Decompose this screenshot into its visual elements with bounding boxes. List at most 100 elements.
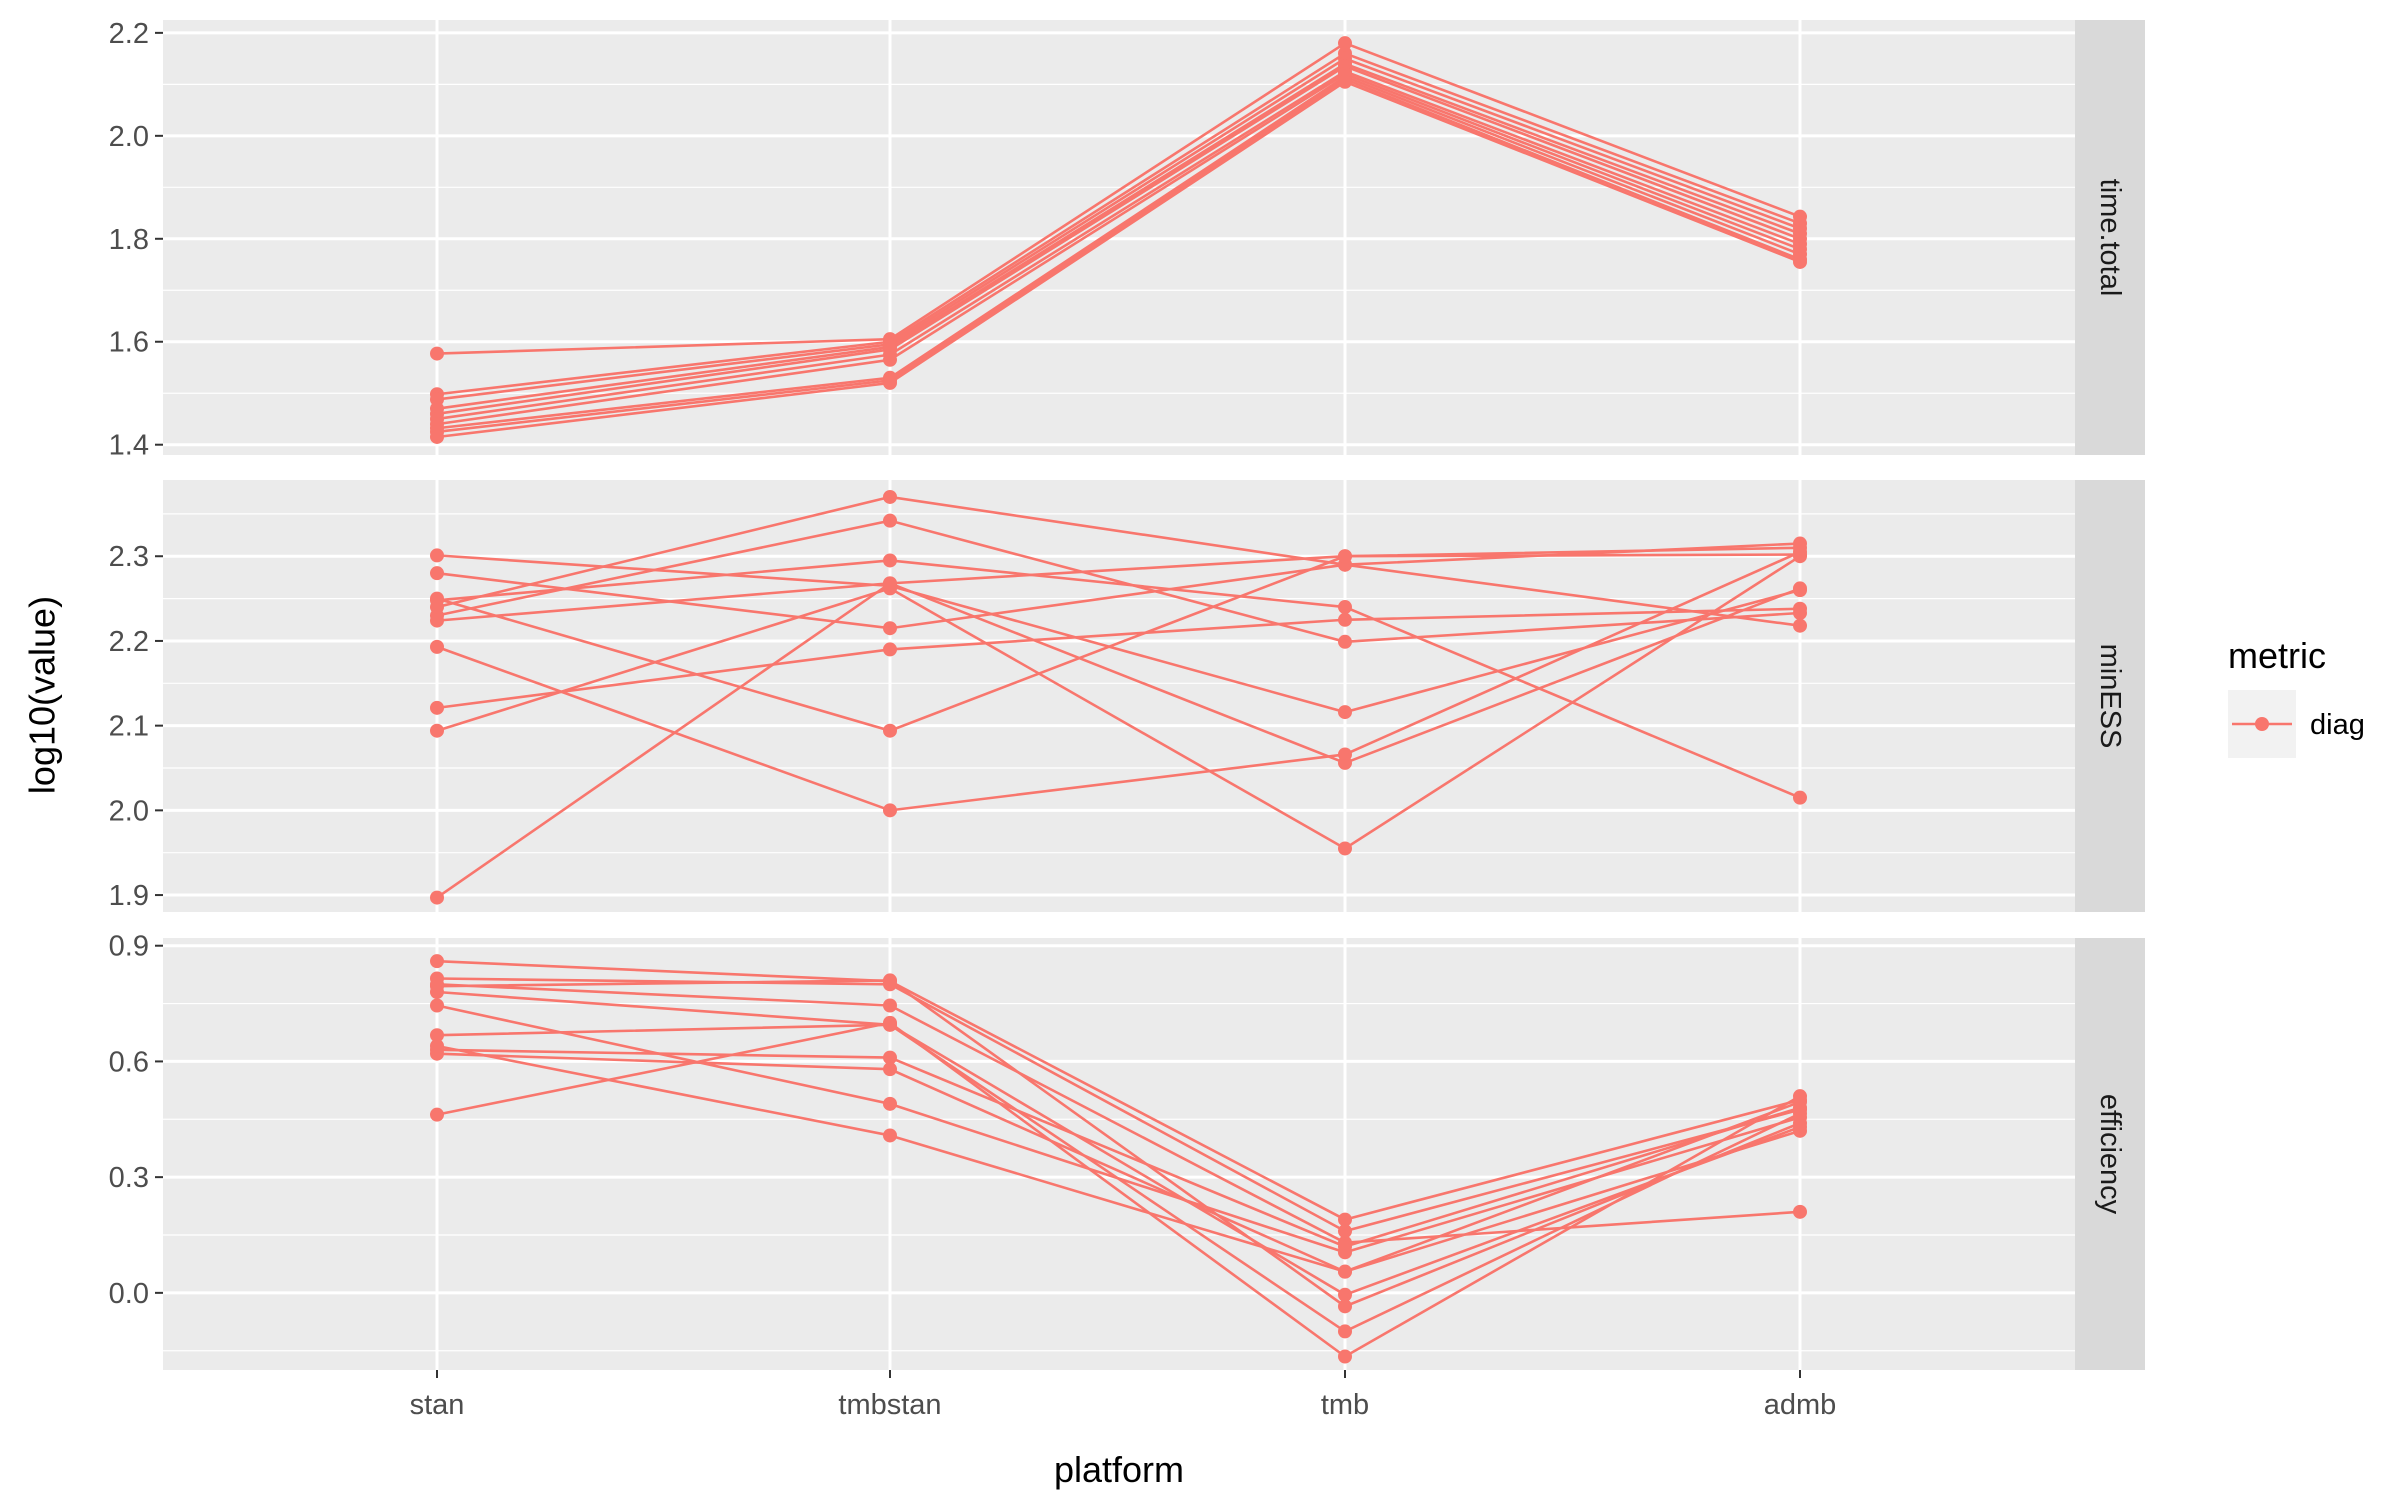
data-point [883, 576, 897, 591]
series-line [436, 546, 1801, 899]
data-point [883, 723, 897, 738]
data-point [1338, 747, 1352, 762]
series-line [436, 959, 1801, 1221]
facet-strip-label: efficiency [2094, 1094, 2126, 1215]
facet-panel-time.total: 1.4 1.6 1.8 2.0 2.2 time.total [109, 18, 2145, 462]
data-point [430, 566, 444, 581]
data-point [430, 998, 444, 1013]
y-tick-label: 2.2 [109, 626, 149, 658]
data-point [1338, 1299, 1352, 1314]
y-tick-label: 1.6 [109, 327, 149, 359]
panel-background [163, 480, 2075, 912]
data-point [430, 346, 444, 361]
data-point [430, 639, 444, 654]
data-point [430, 985, 444, 999]
series-line [436, 977, 1801, 1233]
y-tick-label: 1.9 [109, 880, 149, 912]
x-tick-label: tmb [1321, 1389, 1369, 1421]
data-point [883, 803, 897, 818]
data-point [430, 613, 444, 628]
data-point [883, 513, 897, 528]
series-line [436, 77, 1801, 434]
data-point [430, 723, 444, 738]
data-point [1338, 1287, 1352, 1302]
data-point [1793, 790, 1807, 805]
series-line [436, 550, 1801, 812]
data-point [430, 890, 444, 905]
data-point [1793, 618, 1807, 633]
series-line [436, 72, 1801, 426]
data-point [1338, 1239, 1352, 1254]
data-point [883, 1015, 897, 1030]
series-line [436, 495, 1801, 627]
x-tick-label: admb [1764, 1389, 1837, 1421]
data-point [883, 973, 897, 988]
series-line [436, 62, 1801, 410]
y-tick-label: 2.1 [109, 711, 149, 743]
y-tick-label: 2.3 [109, 541, 149, 573]
series-line [436, 990, 1801, 1297]
series-line [436, 554, 1801, 714]
series-line [436, 519, 1801, 644]
series-line [436, 1052, 1801, 1274]
series-line [436, 1044, 1801, 1274]
data-point [430, 591, 444, 606]
data-point [430, 1107, 444, 1122]
series-line [436, 64, 1801, 416]
data-point [1338, 1224, 1352, 1239]
data-point [883, 375, 897, 390]
data-point [1793, 1123, 1807, 1138]
data-point [1793, 1204, 1807, 1219]
data-point [1338, 1264, 1352, 1279]
data-point [1338, 1212, 1352, 1227]
data-point [430, 548, 444, 563]
facet-panel-minESS: 1.9 2.0 2.1 2.2 2.3 minESS [109, 480, 2145, 912]
series-line [436, 979, 1801, 1308]
series-line [436, 52, 1801, 396]
x-tick-label: stan [410, 1389, 465, 1421]
data-point [1338, 600, 1352, 615]
data-point [883, 1050, 897, 1065]
series-line [436, 553, 1801, 733]
data-point [1338, 1324, 1352, 1339]
y-tick-label: 2.2 [109, 18, 149, 50]
data-point [883, 352, 897, 367]
data-point [883, 642, 897, 657]
data-point [883, 1128, 897, 1143]
data-point [1338, 36, 1352, 51]
y-tick-label: 0.3 [109, 1162, 149, 1194]
y-tick-label: 0.9 [109, 931, 149, 963]
series-line [436, 41, 1801, 355]
y-tick-label: 1.4 [109, 430, 149, 462]
data-point [430, 954, 444, 969]
y-tick-label: 2.0 [109, 795, 149, 827]
data-point [883, 998, 897, 1013]
series-line [436, 555, 1801, 850]
data-point [1338, 74, 1352, 89]
series-line [436, 1048, 1801, 1248]
facet-panel-efficiency: 0.0 0.3 0.6 0.9 efficiency [109, 931, 2145, 1370]
data-point [1338, 612, 1352, 627]
data-point [1793, 1089, 1807, 1104]
y-axis-title: log10(value) [22, 596, 63, 794]
data-point [1338, 705, 1352, 720]
legend-entry-label: diag [2310, 709, 2365, 741]
series-line [436, 57, 1801, 401]
y-tick-label: 1.8 [109, 224, 149, 256]
series-line [436, 607, 1801, 710]
data-point [1338, 841, 1352, 856]
legend-key-point [2255, 717, 2269, 731]
x-tick-label: tmbstan [838, 1389, 941, 1421]
data-point [1793, 601, 1807, 616]
data-point [1793, 581, 1807, 596]
y-tick-label: 0.0 [109, 1278, 149, 1310]
data-point [1793, 254, 1807, 269]
series-line [436, 582, 1801, 765]
data-point [883, 621, 897, 636]
data-point [430, 429, 444, 444]
series-line [436, 70, 1801, 421]
y-tick-label: 2.0 [109, 121, 149, 153]
legend: metric diag [2228, 635, 2365, 758]
data-point [1793, 547, 1807, 562]
